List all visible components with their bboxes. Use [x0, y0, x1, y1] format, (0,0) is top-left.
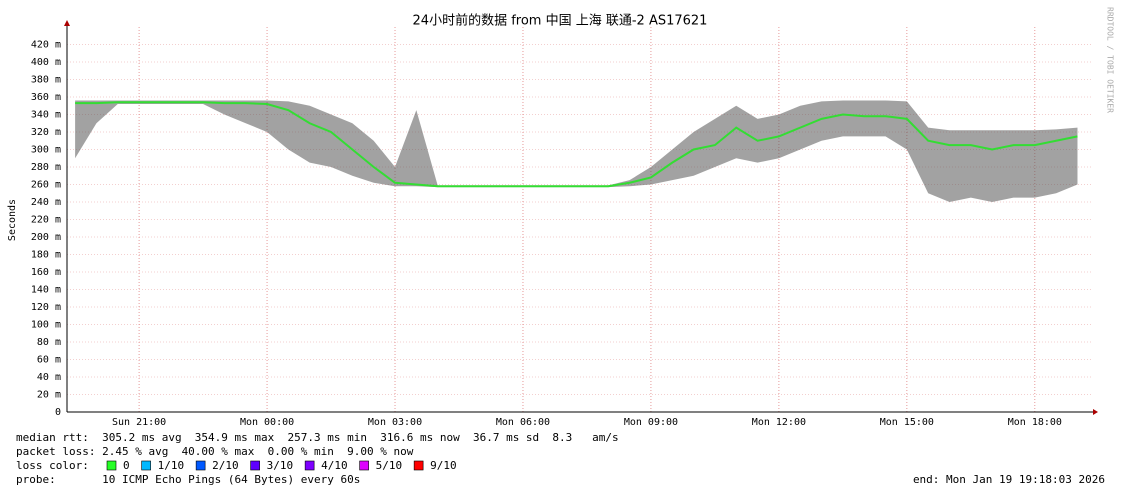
y-tick-label: 160 m: [31, 267, 61, 278]
legend-swatch: [250, 460, 260, 471]
legend-label: 2/10: [212, 459, 239, 472]
stats-line: median rtt: 305.2 ms avg 354.9 ms max 25…: [16, 431, 619, 444]
legend-swatch: [413, 460, 424, 471]
probe-text: probe: 10 ICMP Echo Pings (64 Bytes) eve…: [16, 473, 360, 486]
x-tick-label: Mon 06:00: [496, 417, 550, 428]
smoke-band: [75, 100, 1078, 202]
y-tick-label: 140 m: [31, 285, 61, 296]
median-line: [75, 101, 1078, 188]
y-tick-label: 100 m: [31, 320, 61, 331]
legend-label: 0: [123, 459, 130, 472]
axis-arrow: [1093, 409, 1098, 415]
y-tick-label: 240 m: [31, 197, 61, 208]
x-tick-label: Mon 18:00: [1008, 417, 1062, 428]
y-tick-label: 260 m: [31, 180, 61, 191]
legend-title: loss color:: [16, 459, 89, 472]
legend-swatch: [106, 460, 117, 471]
watermark: RRDTOOL / TOBI OETIKER: [1106, 7, 1115, 113]
y-axis-label: Seconds: [7, 199, 18, 241]
legend-label: 3/10: [267, 459, 294, 472]
legend-label: 9/10: [430, 459, 457, 472]
y-tick-label: 220 m: [31, 215, 61, 226]
legend-swatch: [304, 460, 315, 471]
y-tick-label: 20 m: [37, 390, 61, 401]
legend-swatch: [141, 460, 151, 471]
x-tick-label: Mon 12:00: [752, 417, 806, 428]
legend-swatch: [359, 460, 369, 471]
y-tick-label: 320 m: [31, 127, 61, 138]
stats-line: packet loss: 2.45 % avg 40.00 % max 0.00…: [16, 445, 414, 458]
y-tick-label: 380 m: [31, 75, 61, 86]
y-tick-label: 120 m: [31, 302, 61, 313]
y-tick-label: 360 m: [31, 92, 61, 103]
y-tick-label: 80 m: [37, 337, 61, 348]
x-tick-label: Mon 15:00: [880, 417, 934, 428]
y-tick-label: 280 m: [31, 162, 61, 173]
legend-swatch: [195, 460, 206, 471]
y-tick-label: 400 m: [31, 57, 61, 68]
y-tick-label: 40 m: [37, 372, 61, 383]
y-tick-label: 60 m: [37, 355, 61, 366]
axis-arrow: [64, 20, 70, 26]
y-tick-label: 340 m: [31, 110, 61, 121]
legend-label: 1/10: [158, 459, 185, 472]
chart-title: 24小时前的数据 from 中国 上海 联通-2 AS17621: [413, 13, 708, 29]
y-tick-label: 200 m: [31, 232, 61, 243]
x-tick-label: Mon 00:00: [240, 417, 294, 428]
y-tick-label: 180 m: [31, 250, 61, 261]
x-tick-label: Sun 21:00: [112, 417, 166, 428]
x-tick-label: Mon 09:00: [624, 417, 678, 428]
y-tick-label: 0: [55, 407, 61, 418]
end-text: end: Mon Jan 19 19:18:03 2026: [913, 473, 1105, 486]
y-tick-label: 420 m: [31, 40, 61, 51]
legend-label: 5/10: [376, 459, 403, 472]
legend-label: 4/10: [321, 459, 348, 472]
x-tick-label: Mon 03:00: [368, 417, 422, 428]
y-tick-label: 300 m: [31, 145, 61, 156]
